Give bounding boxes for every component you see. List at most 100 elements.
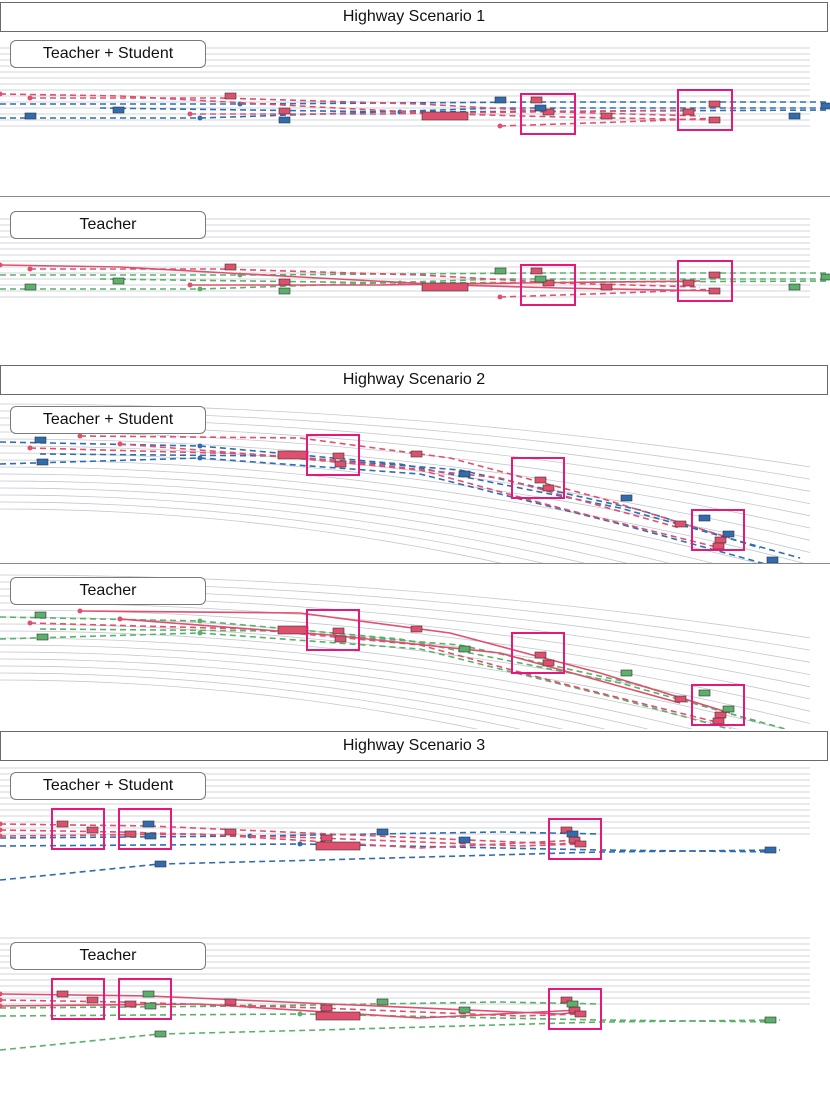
vehicle-marker bbox=[224, 828, 237, 836]
vehicle-marker bbox=[682, 108, 695, 116]
panel-label: Teacher + Student bbox=[10, 772, 206, 800]
trajectory-point bbox=[27, 445, 33, 451]
trajectory-point bbox=[197, 443, 203, 449]
vehicle-marker bbox=[764, 846, 777, 854]
highlight-box bbox=[511, 632, 565, 674]
vehicle-marker bbox=[278, 107, 291, 115]
vehicle-marker bbox=[766, 556, 779, 563]
ego-trajectory bbox=[499, 288, 721, 298]
vehicle-marker bbox=[674, 695, 687, 703]
lane-line bbox=[0, 480, 670, 563]
trajectory-point bbox=[187, 282, 193, 288]
vehicle-marker bbox=[560, 826, 573, 834]
lane-line bbox=[0, 630, 786, 729]
panel-label: Teacher bbox=[10, 942, 206, 970]
trajectory-point bbox=[0, 997, 3, 1003]
vehicle-marker bbox=[320, 1004, 333, 1012]
vehicle-marker bbox=[620, 669, 633, 677]
lane-line bbox=[0, 658, 607, 729]
vehicle-marker bbox=[278, 116, 291, 124]
vehicle-trajectory bbox=[0, 1019, 781, 1051]
trajectory-point bbox=[0, 262, 3, 268]
vehicle-marker bbox=[712, 717, 725, 725]
vehicle-marker bbox=[334, 460, 347, 468]
vehicle-trajectory bbox=[0, 457, 765, 563]
lane-line bbox=[0, 431, 811, 517]
ego-trajectory bbox=[0, 829, 581, 847]
trajectory-point bbox=[117, 441, 123, 447]
vehicle-marker bbox=[714, 711, 727, 719]
trajectory-point bbox=[197, 618, 203, 624]
vehicle-marker bbox=[224, 263, 237, 271]
scenario-2-title: Highway Scenario 2 bbox=[0, 365, 828, 395]
vehicle-marker bbox=[574, 1010, 587, 1018]
vehicle-marker bbox=[56, 990, 69, 998]
scenario-1-title: Highway Scenario 1 bbox=[0, 2, 828, 32]
ego-trajectory bbox=[0, 264, 721, 292]
vehicle-marker bbox=[86, 826, 99, 834]
vehicle-marker bbox=[56, 820, 69, 828]
vehicle-marker bbox=[566, 1000, 579, 1008]
lane-line bbox=[0, 459, 805, 563]
vehicle-marker bbox=[494, 267, 507, 275]
trajectory-point bbox=[297, 1011, 303, 1017]
highlight-box bbox=[118, 808, 172, 850]
highlight-box bbox=[118, 978, 172, 1020]
vehicle-marker bbox=[458, 470, 471, 478]
lane-line bbox=[0, 494, 586, 563]
trajectory-point bbox=[197, 455, 203, 461]
vehicle-marker bbox=[86, 996, 99, 1004]
scenario-2-teacher-scene bbox=[0, 574, 811, 729]
vehicle-marker bbox=[494, 96, 507, 104]
vehicle-marker bbox=[574, 840, 587, 848]
vehicle-trajectory bbox=[0, 632, 733, 729]
vehicle-marker bbox=[600, 112, 613, 120]
vehicle-marker bbox=[278, 287, 291, 295]
vehicle-marker bbox=[24, 112, 37, 120]
lane-line bbox=[0, 438, 811, 529]
panel-label-text: Teacher + Student bbox=[42, 45, 174, 62]
trajectory-point bbox=[0, 1003, 3, 1009]
highlight-box bbox=[548, 818, 602, 860]
vehicle-marker bbox=[36, 458, 49, 466]
vehicle-marker bbox=[458, 836, 471, 844]
vehicle-marker bbox=[600, 283, 613, 291]
ego-trajectory bbox=[30, 268, 701, 288]
vehicle-marker bbox=[534, 104, 547, 112]
lane-line bbox=[0, 473, 714, 563]
vehicle-marker bbox=[410, 625, 423, 633]
highlight-box bbox=[306, 609, 360, 651]
vehicle-marker bbox=[530, 96, 543, 104]
vehicle-trajectory bbox=[0, 107, 830, 119]
trajectory-point bbox=[197, 115, 203, 121]
vehicle-marker bbox=[534, 476, 547, 484]
lane-line bbox=[0, 445, 811, 541]
ego-trajectory bbox=[0, 823, 581, 845]
vehicle-marker bbox=[224, 998, 237, 1006]
ego-vehicle bbox=[315, 841, 361, 851]
trajectory-point bbox=[187, 111, 193, 117]
panel-label: Teacher + Student bbox=[10, 406, 206, 434]
highlight-box bbox=[691, 509, 745, 551]
vehicle-marker bbox=[682, 279, 695, 287]
highlight-box bbox=[51, 978, 105, 1020]
vehicle-marker bbox=[142, 820, 155, 828]
scenario-3-teacher-student-scene bbox=[0, 767, 810, 881]
scenario-1-title-text: Highway Scenario 1 bbox=[342, 8, 486, 25]
vehicle-marker bbox=[154, 1030, 167, 1038]
vehicle-marker bbox=[34, 436, 47, 444]
vehicle-marker bbox=[788, 283, 801, 291]
ego-trajectory bbox=[0, 993, 581, 1015]
vehicle-marker bbox=[820, 273, 830, 281]
vehicle-marker bbox=[674, 520, 687, 528]
ego-trajectory bbox=[0, 93, 721, 121]
vehicle-marker bbox=[560, 996, 573, 1004]
lane-line bbox=[0, 651, 650, 729]
lane-line bbox=[0, 574, 811, 639]
trajectory-point bbox=[497, 294, 503, 300]
vehicle-marker bbox=[788, 112, 801, 120]
trajectory-point bbox=[0, 991, 3, 997]
lane-line bbox=[0, 466, 759, 563]
trajectory-point bbox=[297, 841, 303, 847]
lane-line bbox=[0, 679, 479, 729]
